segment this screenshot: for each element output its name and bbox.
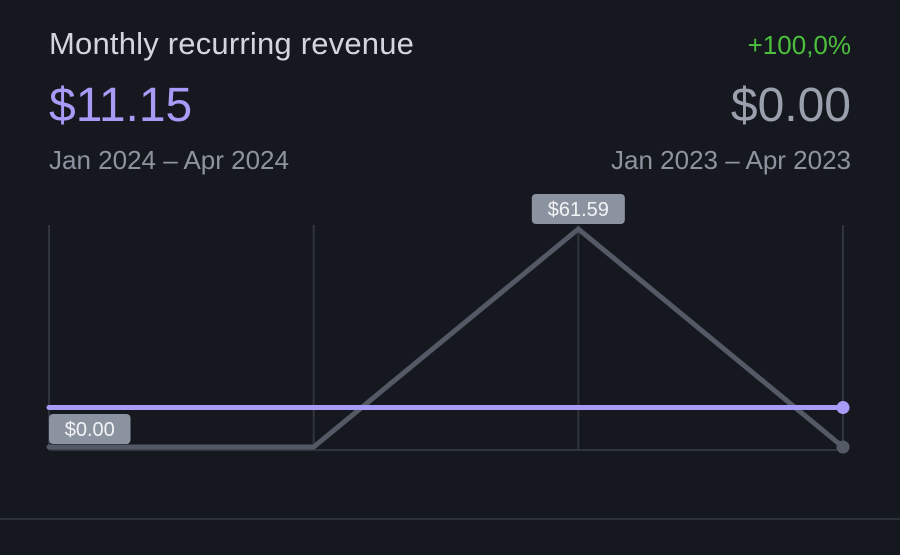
- current-period-value: $11.15: [49, 79, 193, 132]
- chart-series: [46, 226, 850, 454]
- previous-period-line: [46, 226, 846, 450]
- previous-period-range: Jan 2023 – Apr 2023: [611, 145, 851, 175]
- chart-title: Monthly recurring revenue: [49, 26, 415, 61]
- peak-value-label-bg: [531, 194, 625, 224]
- current-period-range: Jan 2024 – Apr 2024: [49, 145, 289, 175]
- bottom-divider: [0, 518, 900, 520]
- previous-period-end-point: [836, 440, 850, 454]
- start-value-label-text: $0.00: [65, 419, 115, 441]
- percent-change-badge: +100,0%: [747, 30, 851, 60]
- chart-labels: $61.59 $0.00: [49, 194, 625, 444]
- peak-value-label: $61.59: [531, 194, 625, 224]
- start-value-label: $0.00: [49, 414, 131, 444]
- peak-value-label-text: $61.59: [548, 199, 609, 221]
- current-period-end-point: [836, 401, 850, 415]
- start-value-label-bg: [49, 414, 131, 444]
- previous-period-value: $0.00: [730, 79, 851, 132]
